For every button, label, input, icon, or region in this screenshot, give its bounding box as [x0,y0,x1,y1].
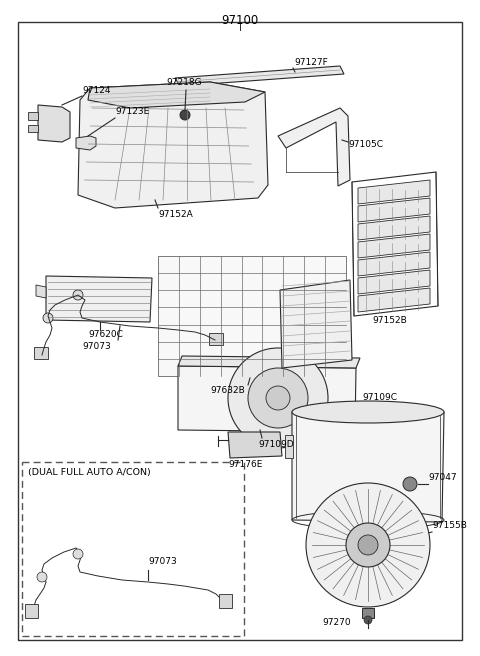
Polygon shape [88,82,265,108]
Polygon shape [285,435,293,458]
Circle shape [73,290,83,300]
Text: 97152A: 97152A [158,210,193,219]
Polygon shape [36,285,46,298]
Text: 97100: 97100 [221,14,259,27]
Text: 97127F: 97127F [294,58,328,67]
Polygon shape [358,270,430,294]
Bar [25,604,38,618]
Circle shape [346,523,390,567]
Polygon shape [175,66,344,86]
Text: 97620C: 97620C [88,330,123,339]
Bar [219,594,232,608]
Circle shape [306,483,430,607]
Text: 97073: 97073 [82,342,111,351]
Polygon shape [178,366,356,432]
Polygon shape [78,82,268,208]
Text: 97047: 97047 [428,473,456,482]
Circle shape [403,477,417,491]
Polygon shape [28,112,38,120]
Polygon shape [358,180,430,204]
Circle shape [228,348,328,448]
Text: 97073: 97073 [148,557,177,566]
Text: 97109D: 97109D [258,440,294,449]
Text: (DUAL FULL AUTO A/CON): (DUAL FULL AUTO A/CON) [28,468,151,477]
Text: 97632B: 97632B [210,386,245,395]
Polygon shape [228,432,282,458]
Polygon shape [358,234,430,258]
Circle shape [73,549,83,559]
Polygon shape [358,252,430,276]
Text: 97155B: 97155B [432,521,467,530]
Ellipse shape [292,401,444,423]
Circle shape [364,616,372,624]
Bar [34,347,48,359]
Circle shape [37,572,47,582]
Text: 97123E: 97123E [115,107,149,116]
Text: 97105C: 97105C [348,140,383,149]
Circle shape [266,386,290,410]
Polygon shape [280,280,352,368]
Polygon shape [358,198,430,222]
Polygon shape [362,608,374,618]
Polygon shape [28,125,38,132]
Bar [209,333,223,345]
Polygon shape [38,105,70,142]
Polygon shape [358,216,430,240]
Text: 97109C: 97109C [362,393,397,402]
Polygon shape [76,136,96,150]
Circle shape [248,368,308,428]
Polygon shape [46,276,152,322]
Circle shape [43,313,53,323]
Text: 97176E: 97176E [228,460,263,469]
FancyBboxPatch shape [22,462,244,636]
Text: 97152B: 97152B [372,316,407,325]
Polygon shape [358,288,430,312]
Circle shape [180,110,190,120]
Polygon shape [178,356,360,368]
Bar [158,256,346,376]
Polygon shape [278,108,350,186]
Polygon shape [292,412,444,522]
Text: 97218G: 97218G [166,78,202,87]
Text: 97270: 97270 [322,618,350,627]
Circle shape [358,535,378,555]
Text: 97124: 97124 [82,86,110,95]
